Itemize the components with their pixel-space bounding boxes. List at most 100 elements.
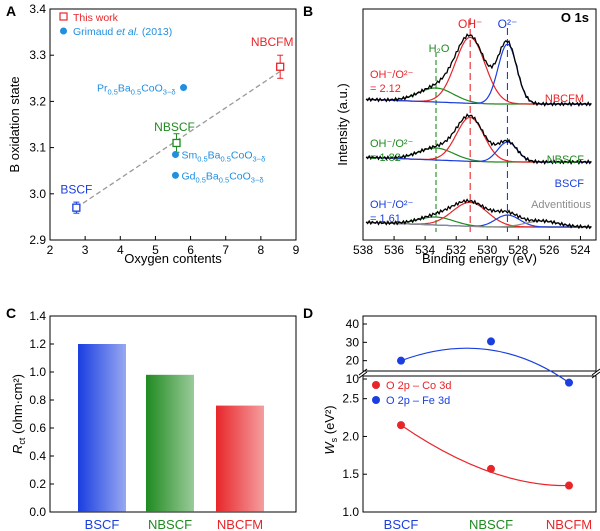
panel-d-category-nbscf: NBSCF [469, 517, 513, 531]
panel-b-ratio-label: OH⁻/O²⁻ [370, 69, 414, 81]
panel-b-xtick-label: 528 [508, 243, 528, 257]
panel-label-c: C [6, 305, 16, 321]
panel-a-point-bscf [72, 203, 81, 212]
panel-a-legend-grimaud-etal: et al. [116, 26, 139, 38]
panel-a-xtick-label: 6 [187, 243, 194, 257]
panel-b-xtick-label: 532 [446, 243, 466, 257]
formula-sub: 0.5 [219, 175, 229, 184]
formula-sub: 0.5 [197, 155, 207, 164]
panel-b-ratio-label: OH⁻/O²⁻ [370, 199, 414, 211]
panel-a-xtick-label: 9 [293, 243, 300, 257]
panel-b-frame [362, 8, 597, 241]
panel-c-ytick-label: 0.4 [29, 449, 46, 463]
panel-d-axis-break [591, 371, 600, 379]
panel-label-b: B [303, 3, 313, 19]
panel-label-d: D [303, 305, 313, 321]
panel-b-ratio-value: = 1.82 [370, 152, 401, 164]
panel-c-ytick-label: 0.6 [29, 421, 46, 435]
panel-a-label-nbscf: NBSCF [154, 120, 195, 134]
panel-a-ytick-label: 3.1 [29, 141, 46, 155]
panel-b-xtick-label: 524 [570, 243, 590, 257]
panel-d-ylabel-main: W [322, 441, 337, 455]
panel-a-legend-this-work: This work [73, 12, 119, 24]
formula-sub: 0.5 [195, 175, 205, 184]
panel-d-lower-ytick-label: 1.5 [342, 467, 359, 481]
panel-a-label-nbcfm: NBCFM [251, 35, 294, 49]
panel-c-bar-bscf [78, 344, 126, 512]
panel-b-marker-label-oh: OH⁻ [458, 17, 482, 31]
panel-label-a: A [6, 3, 16, 19]
panel-a-xtick-label: 2 [47, 243, 54, 257]
panel-b-spectrum [365, 33, 592, 107]
panel-a-label-bscf: BSCF [60, 183, 92, 197]
panel-b-xlabel: Binding energy (eV) [422, 251, 537, 266]
panel-d-legend-co: O 2p – Co 3d [386, 380, 451, 392]
panel-d-legend-fe: O 2p – Fe 3d [386, 395, 450, 407]
panel-d-lower-frame [362, 375, 597, 513]
panel-c-ylabel-main: R [10, 445, 25, 454]
panel-a-xtick-label: 3 [82, 243, 89, 257]
panel-d-lower-ytick-label: 2.0 [342, 429, 359, 443]
panel-c-bar-nbcfm [216, 405, 264, 512]
formula-sub: 0.5 [107, 88, 117, 97]
panel-b-xtick-label: 538 [353, 243, 373, 257]
panel-b-marker-label-o2: O²⁻ [498, 17, 518, 31]
formula-sub: 3−δ [163, 88, 176, 97]
panel-b-title: O 1s [561, 10, 589, 25]
panel-d-axis-break [358, 368, 368, 376]
panel-a-grimaud-point [171, 151, 179, 159]
panel-b-spectrum-name-bscf: BSCF [555, 178, 585, 190]
panel-d-lower-ytick-label: 1.0 [342, 505, 359, 519]
panel-d-upper-ytick-label: 30 [346, 335, 360, 349]
panel-a-point-nbcfm [276, 62, 285, 71]
panel-a-ytick-label: 3.3 [29, 48, 46, 62]
formula-sub: 3−δ [253, 155, 266, 164]
formula-el: CoO [141, 83, 163, 95]
panel-d-fe-point [487, 337, 495, 346]
panel-a-ylabel: B oxidation state [7, 76, 22, 172]
panel-a-grimaud-label: Pr0.5Ba0.5CoO3−δ [97, 83, 176, 97]
panel-a-ytick-label: 3.0 [29, 187, 46, 201]
panel-a-grimaud-label: Sm0.5Ba0.5CoO3−δ [181, 150, 265, 164]
panel-a-xtick-label: 8 [258, 243, 265, 257]
panel-a-legend-marker-this-work [59, 12, 68, 21]
formula-el: Pr [97, 83, 108, 95]
panel-b-spectrum-name-nbcfm: NBCFM [545, 93, 584, 105]
panel-a-grimaud-point [171, 171, 179, 179]
panel-b-marker-label-h2o: H₂O [429, 43, 450, 55]
formula-sub: 0.5 [131, 88, 141, 97]
panel-b-xtick-label: 526 [539, 243, 559, 257]
panel-c-ylabel-unit: (ohm·cm²) [10, 374, 25, 438]
panel-c-ytick-label: 1.4 [29, 309, 46, 323]
panel-d-category-bscf: BSCF [384, 517, 419, 531]
panel-d-axis-break [358, 371, 368, 379]
formula-el: Sm [181, 150, 197, 162]
panel-d-ylabel-sub: s [329, 437, 339, 442]
panel-b-xtick-label: 534 [415, 243, 435, 257]
panel-a-ytick-label: 3.4 [29, 2, 46, 16]
panel-a-legend-grimaud-suffix: (2013) [139, 26, 172, 38]
panel-b-xtick-label: 530 [477, 243, 497, 257]
panel-c-ytick-label: 1.0 [29, 365, 46, 379]
panel-c-bar-nbscf [146, 374, 194, 512]
panel-a-frame [49, 8, 297, 241]
panel-b-ratio-label: OH⁻/O²⁻ [370, 138, 414, 150]
panel-d-upper-ytick-label: 10 [346, 372, 360, 386]
panel-b-adventitious-label: Adventitious [531, 199, 591, 211]
formula-el: Ba [118, 83, 131, 95]
formula-sub: 3−δ [251, 175, 264, 184]
panel-a-legend-grimaud: Grimaud et al. (2013) [73, 26, 172, 38]
panel-d-upper-ytick-label: 20 [346, 354, 360, 368]
panel-d-upper-ytick-label: 40 [346, 317, 360, 331]
formula-el: Gd [181, 170, 195, 182]
panel-b-xtick-label: 536 [384, 243, 404, 257]
formula-el: Ba [208, 150, 221, 162]
panel-a-grimaud-point [180, 84, 188, 92]
panel-c-ytick-label: 0.0 [29, 505, 46, 519]
panel-a-legend-marker-grimaud [60, 27, 67, 35]
panel-a-xlabel: Oxygen contents [124, 251, 222, 266]
panel-a-ytick-label: 3.2 [29, 94, 46, 108]
panel-c-ytick-label: 1.2 [29, 337, 46, 351]
panel-d-co-fit-curve [400, 424, 570, 487]
panel-d-category-nbcfm: NBCFM [546, 517, 592, 531]
